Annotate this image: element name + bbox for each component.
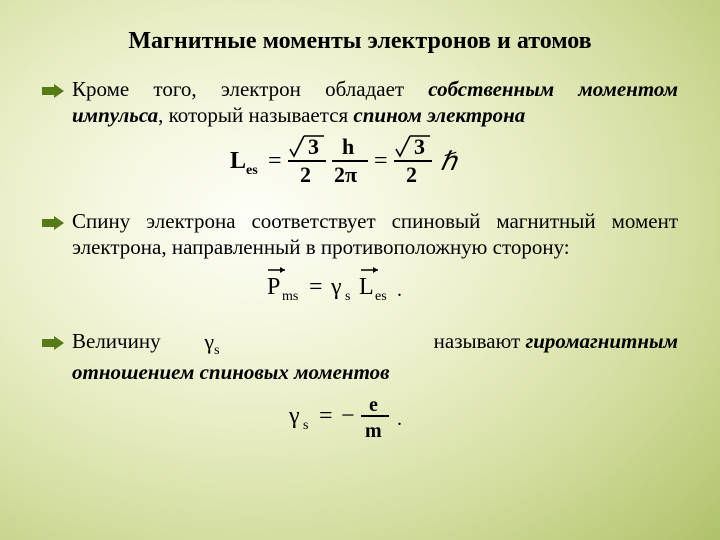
p3-gamma: γ xyxy=(204,329,214,354)
p1-b: , который называется xyxy=(158,103,353,127)
p3-em1-part1: гиромагнитным xyxy=(525,329,678,353)
bullet-point-1: Кроме того, электрон обладает собственны… xyxy=(42,77,678,128)
f2-vec2-arrow xyxy=(373,267,378,273)
p3-b-wrap: называют гиромагнитным xyxy=(242,329,678,359)
f1-numA-3: 3 xyxy=(308,134,319,159)
f1-eq1: = xyxy=(268,148,282,174)
f2-coef: γ xyxy=(330,274,342,300)
bullet-icon xyxy=(42,216,64,230)
f1-numB: h xyxy=(342,134,354,159)
f2-rhs-sub: es xyxy=(375,289,387,304)
p1-em2: спином электрона xyxy=(353,103,525,127)
f3-lhs-sub: s xyxy=(303,418,308,433)
f3-minus: − xyxy=(341,403,355,429)
f1-denC: 2 xyxy=(406,162,417,187)
f2-dot: . xyxy=(397,279,402,301)
p2-a: Спину электрона соответствует спиновый м… xyxy=(72,209,678,259)
f2-coef-sub: s xyxy=(345,289,350,304)
point-2-text: Спину электрона соответствует спиновый м… xyxy=(72,209,678,260)
point-3-text: Величину γs называют гиромагнитным отнош… xyxy=(72,329,678,385)
formula-3: γ s = − e m . xyxy=(42,391,678,446)
f1-sqrtA xyxy=(290,136,304,156)
f1-eq2: = xyxy=(374,148,388,174)
f2-rhs: L xyxy=(359,274,374,300)
bullet-icon xyxy=(42,84,64,98)
f1-denB: 2π xyxy=(334,162,357,187)
f2-lhs: P xyxy=(267,274,280,300)
slide-title: Магнитные моменты электронов и атомов xyxy=(42,28,678,55)
formula-2: P ms = γ s L es . xyxy=(42,266,678,313)
f1-hbar: ℏ xyxy=(440,147,459,176)
f3-den: m xyxy=(365,420,382,441)
point-1-text: Кроме того, электрон обладает собственны… xyxy=(72,77,678,128)
arrow-shape xyxy=(42,84,64,98)
f1-denA: 2 xyxy=(300,162,311,187)
f3-num: e xyxy=(369,394,378,416)
f2-eq: = xyxy=(309,274,323,300)
bullet-point-2: Спину электрона соответствует спиновый м… xyxy=(42,209,678,260)
f2-vec1-arrow xyxy=(280,267,285,273)
arrow-shape xyxy=(42,336,64,350)
f1-lhs: L xyxy=(230,148,246,174)
f3-dot: . xyxy=(397,408,402,430)
p3-a: Величину xyxy=(72,329,182,359)
p3-sub: s xyxy=(214,344,219,359)
f1-lhs-sub: es xyxy=(246,163,258,178)
arrow-shape xyxy=(42,216,64,230)
bullet-icon xyxy=(42,336,64,350)
f2-lhs-sub: ms xyxy=(282,289,298,304)
p1-a: Кроме того, электрон обладает xyxy=(72,77,428,101)
p3-symbol: γs xyxy=(182,329,242,359)
p3-b: называют xyxy=(434,329,526,353)
f3-lhs: γ xyxy=(288,403,300,429)
formula-1: L es = 3 2 h 2π = 3 2 ℏ xyxy=(42,134,678,193)
f1-numC-3: 3 xyxy=(414,134,425,159)
f3-eq: = xyxy=(319,403,333,429)
f1-sqrtC xyxy=(396,136,410,156)
p3-em1-part2: отношением спиновых моментов xyxy=(72,360,678,386)
bullet-point-3: Величину γs называют гиромагнитным отнош… xyxy=(42,329,678,385)
